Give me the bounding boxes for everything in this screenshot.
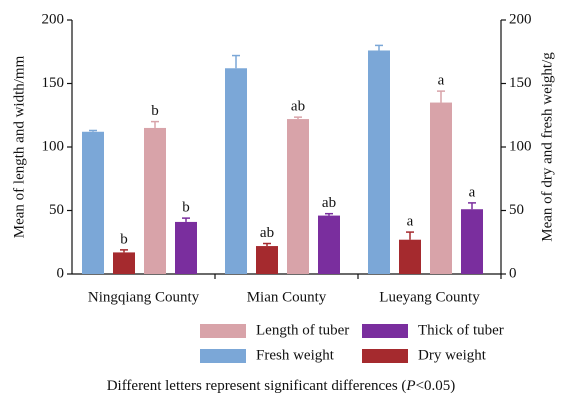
legend-swatch <box>362 349 408 363</box>
y-axis-label: Mean of length and width/mm <box>11 55 27 238</box>
bar <box>368 50 390 275</box>
error-bar <box>468 202 476 210</box>
error-bar <box>325 212 333 216</box>
significance-label: b <box>151 103 159 119</box>
legend-swatch <box>200 324 246 338</box>
note-text: P <box>405 378 415 394</box>
error-bar <box>375 44 383 51</box>
bar <box>256 246 278 274</box>
significance-label: a <box>469 184 476 200</box>
bar <box>461 209 483 274</box>
note: Different letters represent significant … <box>107 378 456 394</box>
bar <box>399 239 421 274</box>
y-tick-label: 150 <box>42 75 65 91</box>
error-bar <box>182 217 190 222</box>
legend-swatch <box>362 324 408 338</box>
legend-label: Dry weight <box>418 347 487 363</box>
bar <box>430 102 452 274</box>
bar <box>287 119 309 274</box>
significance-label: a <box>407 214 414 230</box>
error-bar <box>151 120 159 128</box>
y2-tick-label: 100 <box>509 138 532 154</box>
significance-label: ab <box>260 225 274 241</box>
legend-label: Thick of tuber <box>418 322 504 338</box>
error-bar <box>294 116 302 120</box>
legend-swatch <box>200 349 246 363</box>
y2-tick-label: 50 <box>509 202 524 218</box>
note-text: <0.05) <box>416 378 456 394</box>
bar <box>144 127 166 274</box>
y2-tick-label: 200 <box>509 11 532 27</box>
error-bar <box>406 231 414 240</box>
significance-label: b <box>120 231 128 247</box>
significance-label: a <box>438 73 445 89</box>
bar <box>318 215 340 274</box>
x-tick-label: Lueyang County <box>379 289 480 305</box>
bar <box>113 252 135 274</box>
y2-tick-label: 150 <box>509 75 532 91</box>
y-tick-label: 50 <box>49 202 64 218</box>
error-bar <box>89 129 97 132</box>
significance-label: ab <box>291 99 305 115</box>
y-tick-label: 100 <box>42 138 65 154</box>
x-tick-label: Mian County <box>247 289 327 305</box>
y2-tick-label: 0 <box>509 265 517 281</box>
error-bar <box>437 90 445 103</box>
bar <box>175 221 197 274</box>
y2-axis-label: Mean of dry and fresh weight/g <box>539 52 555 242</box>
error-bar <box>120 249 128 253</box>
bar <box>225 68 247 274</box>
y-tick-label: 0 <box>57 265 65 281</box>
significance-label: ab <box>322 195 336 211</box>
legend-label: Fresh weight <box>256 347 335 363</box>
bar <box>82 131 104 274</box>
y-tick-label: 200 <box>42 11 65 27</box>
error-bar <box>232 54 240 69</box>
note-text: Different letters represent significant … <box>107 378 407 394</box>
error-bar <box>263 242 271 247</box>
x-tick-label: Ningqiang County <box>88 289 200 305</box>
significance-label: b <box>182 200 190 216</box>
legend-label: Length of tuber <box>256 322 349 338</box>
